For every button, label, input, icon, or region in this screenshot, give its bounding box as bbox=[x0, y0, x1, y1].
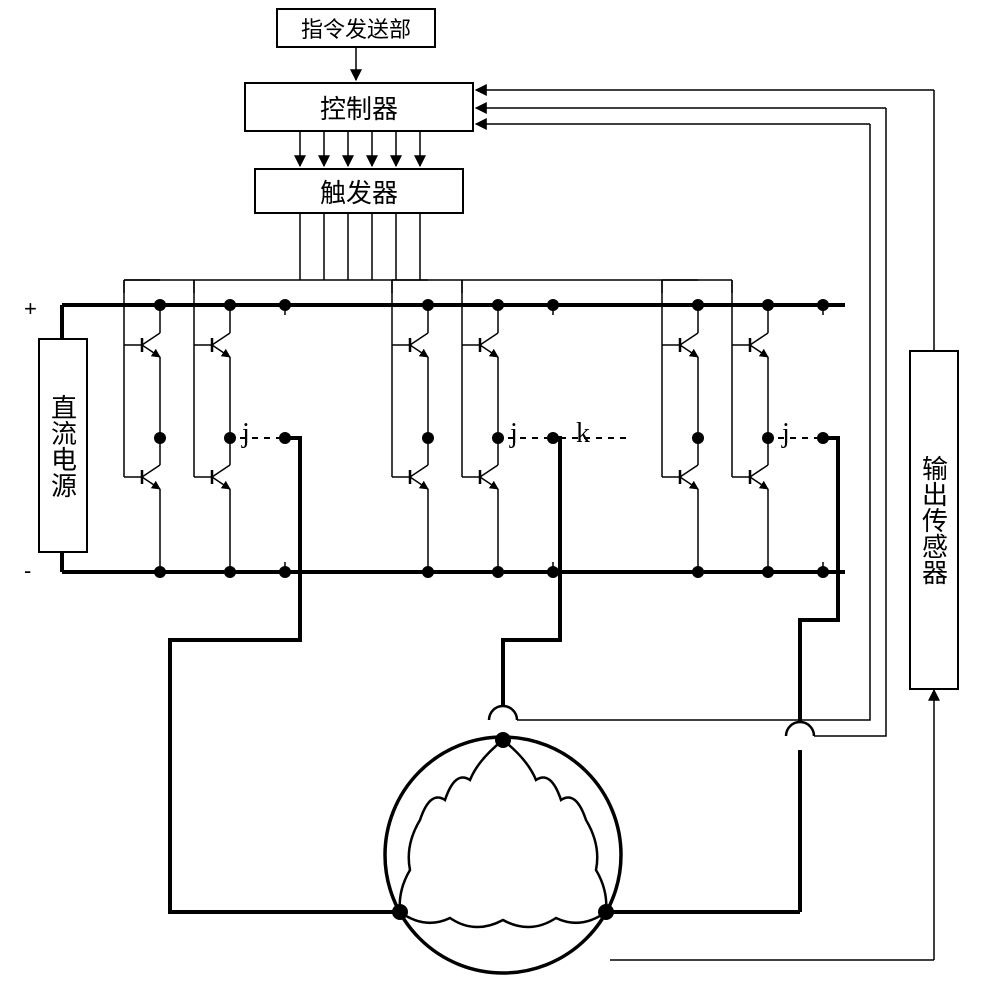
bridge-1 bbox=[124, 280, 291, 578]
current-sensor-1 bbox=[786, 722, 814, 736]
circuit-svg bbox=[0, 0, 992, 1000]
bridge-2 bbox=[392, 280, 559, 578]
motor bbox=[385, 732, 621, 973]
bridge-3 bbox=[662, 280, 829, 578]
current-sensor-2 bbox=[489, 706, 517, 720]
phase-a-line bbox=[170, 438, 400, 912]
phase-c-line bbox=[800, 438, 838, 722]
trigger-outputs bbox=[124, 214, 732, 293]
arrows-ctrl-to-trigger bbox=[300, 132, 420, 166]
